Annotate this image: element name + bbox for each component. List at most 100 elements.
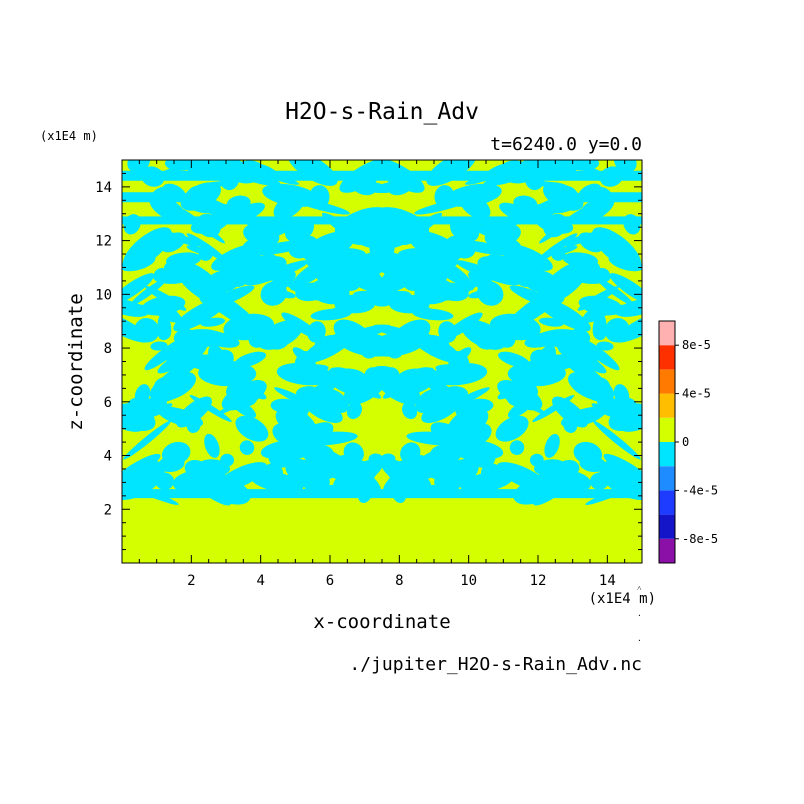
source-file-label: ./jupiter_H2O-s-Rain_Adv.nc [349,654,642,675]
negative-patch [234,351,267,368]
negative-patch [343,442,364,464]
axis-ticks [122,160,642,563]
negative-patch [200,317,226,327]
colorbar-swatch [659,345,675,370]
negative-patch [538,317,564,327]
negative-patch [608,254,642,272]
y-tick-label: 14 [95,180,112,196]
y-unit-label: (x1E4 m) [40,129,98,143]
colorbar-swatch [659,466,675,491]
negative-patch [280,406,318,438]
negative-band [122,216,642,225]
negative-patch [372,180,416,194]
negative-patch [582,301,615,323]
negative-patch [239,440,255,455]
negative-patch [609,273,642,305]
negative-patch [320,388,349,414]
negative-patch [579,456,606,473]
negative-patch [260,439,307,460]
x-unit-label: (x1E4 m) [589,591,656,607]
negative-patch [535,296,591,332]
negative-patch [489,313,541,341]
negative-patch [619,406,642,432]
negative-patch [310,308,352,321]
negative-patch [150,341,168,351]
negative-patch [149,371,197,402]
negative-patch [399,367,437,395]
negative-patch [323,267,360,280]
y-axis-label: z-coordinate [65,293,87,430]
y-tick-label: 2 [104,502,112,518]
x-tick-labels: 2 4 6 8 10 12 14 [187,573,616,589]
negative-patch [389,294,430,314]
colorbar-swatch [659,538,675,563]
negative-patch [497,351,530,368]
negative-patch [257,319,303,350]
negative-patch [334,294,375,314]
chart-title: H2O-s-Rain_Adv [285,99,479,125]
negative-patch [431,362,488,386]
dot-marker: ˄ [637,584,642,593]
negative-patch [341,274,358,291]
negative-patch [436,282,469,302]
negative-patch [400,442,421,464]
x-axis-label: x-coordinate [313,611,450,633]
negative-patch [263,463,284,482]
negative-patch [415,388,444,414]
negative-patch [294,431,358,446]
negative-patch [484,242,500,255]
colorbar-swatch [659,490,675,515]
negative-patch [134,317,160,343]
colorbar-swatch [659,369,675,394]
negative-patch [599,461,638,495]
dot-marker: . [637,609,642,618]
colorbar-tick-label: -8e-5 [682,532,718,546]
negative-patch [544,433,560,458]
negative-patch [158,456,185,473]
chart-subtitle: t=6240.0 y=0.0 [490,134,642,155]
negative-patch [221,380,267,411]
negative-patch [223,313,275,341]
negative-patch [446,406,484,438]
negative-patch [549,280,565,303]
colorbar-tick-label: 0 [682,435,689,449]
y-tick-labels: 2 4 6 8 10 12 14 [95,180,112,518]
negative-patch [215,462,268,492]
negative-patch [376,252,402,275]
negative-patch [497,380,543,411]
negative-patch [298,374,342,411]
negative-patch [533,459,566,476]
negative-patch [130,277,168,306]
negative-patch [211,242,267,271]
negative-patch [465,423,492,446]
negative-patch [340,472,373,483]
x-tick-label: 2 [187,573,195,589]
negative-patch [567,371,615,402]
negative-band [122,489,642,499]
negative-patch [578,232,604,253]
negative-patch [480,463,501,482]
negative-patch [404,267,441,280]
negative-patch [461,319,507,350]
negative-band [582,192,642,203]
negative-patch [176,396,212,428]
x-tick-label: 10 [460,573,477,589]
negative-patch [524,192,583,220]
colorbar-swatch [659,393,675,418]
negative-patch [380,226,400,247]
colorbar-swatch [659,417,675,442]
negative-patch [576,336,620,371]
y-tick-label: 8 [104,341,112,357]
negative-patch [497,242,553,271]
colorbar-swatch [659,514,675,539]
negative-patch [276,362,333,386]
x-tick-label: 12 [530,573,547,589]
negative-patch [373,366,398,385]
negative-patches [122,160,642,506]
dot-marker: . [637,634,642,643]
negative-patch [422,374,466,411]
negative-patch [127,160,151,173]
negative-patch [406,274,423,291]
x-tick-label: 8 [395,573,403,589]
